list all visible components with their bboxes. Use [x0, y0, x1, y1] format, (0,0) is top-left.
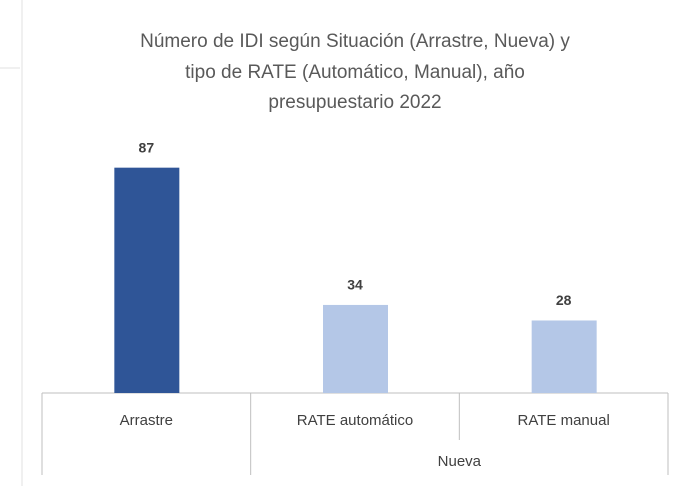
- chart-title: presupuestario 2022: [268, 92, 441, 113]
- x-tick-label: RATE manual: [518, 412, 610, 429]
- x-tick-label: Arrastre: [120, 412, 173, 429]
- chart-title: Número de IDI según Situación (Arrastre,…: [140, 31, 570, 52]
- x-tick-label: RATE automático: [297, 412, 413, 429]
- bar: [114, 167, 180, 393]
- bar: [531, 320, 597, 393]
- chart-title: tipo de RATE (Automático, Manual), año: [185, 62, 525, 83]
- bar: [323, 304, 388, 393]
- data-label: 87: [139, 139, 155, 155]
- data-label: 34: [347, 277, 363, 293]
- group-label: Nueva: [438, 453, 482, 470]
- data-label: 28: [556, 292, 572, 308]
